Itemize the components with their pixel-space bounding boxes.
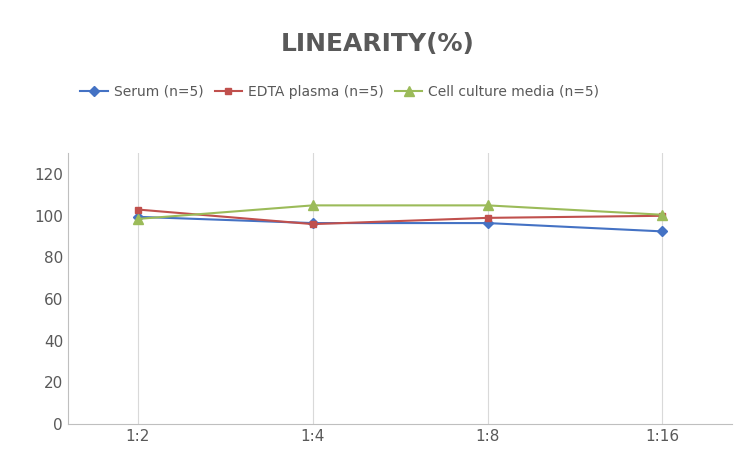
EDTA plasma (n=5)	[308, 221, 317, 227]
Serum (n=5)	[483, 221, 492, 226]
Cell culture media (n=5)	[483, 202, 492, 208]
Line: EDTA plasma (n=5): EDTA plasma (n=5)	[134, 206, 666, 228]
Text: LINEARITY(%): LINEARITY(%)	[281, 32, 474, 55]
EDTA plasma (n=5)	[483, 215, 492, 221]
Line: Cell culture media (n=5): Cell culture media (n=5)	[133, 201, 667, 224]
EDTA plasma (n=5)	[658, 213, 667, 218]
Serum (n=5)	[134, 214, 143, 220]
Legend: Serum (n=5), EDTA plasma (n=5), Cell culture media (n=5): Serum (n=5), EDTA plasma (n=5), Cell cul…	[75, 79, 605, 104]
Cell culture media (n=5)	[658, 212, 667, 217]
Cell culture media (n=5)	[134, 216, 143, 221]
Line: Serum (n=5): Serum (n=5)	[134, 213, 666, 235]
Serum (n=5)	[308, 221, 317, 226]
Serum (n=5)	[658, 229, 667, 234]
EDTA plasma (n=5)	[134, 207, 143, 212]
Cell culture media (n=5)	[308, 202, 317, 208]
